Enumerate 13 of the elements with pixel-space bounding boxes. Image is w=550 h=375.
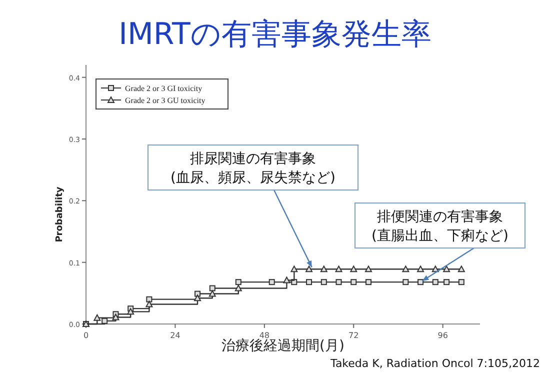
- y-axis-title: Probability: [55, 186, 65, 242]
- x-tick-label: 96: [438, 331, 448, 340]
- text: Takeda K, Radiation Oncol 7:105,2012: [330, 357, 540, 370]
- chart-title: IMRTの有害事象発生率: [118, 17, 432, 52]
- x-tick-label: 24: [170, 331, 180, 340]
- x-tick-label: 48: [259, 331, 270, 340]
- x-axis-title: 治療後経過期間(月): [222, 338, 344, 354]
- x-tick-label: 0: [83, 331, 89, 340]
- legend-label: Grade 2 or 3 GI toxicity: [125, 84, 202, 93]
- x-tick-label: 72: [348, 331, 359, 340]
- annotation: 排尿関連の有害事象 (血尿、頻尿、尿失禁など): [170, 151, 336, 186]
- legend-label: Grade 2 or 3 GU toxicity: [125, 96, 206, 105]
- annotation: 排便関連の有害事象 (直腸出血、下痢など): [372, 209, 508, 244]
